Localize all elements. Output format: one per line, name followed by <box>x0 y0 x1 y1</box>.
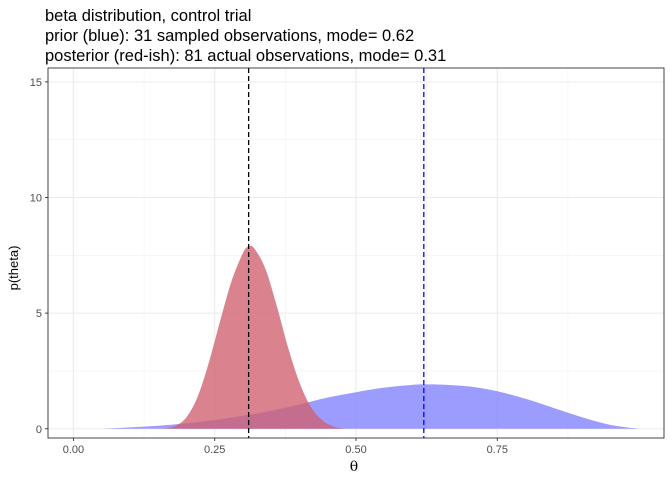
y-tick-label: 0 <box>36 424 42 436</box>
y-tick-label: 15 <box>30 77 42 89</box>
x-tick-label: 0.50 <box>345 444 366 456</box>
y-axis-title: p(theta) <box>6 246 21 291</box>
x-axis-title: θ <box>350 459 358 475</box>
title-line-3: posterior (red-ish): 81 actual observati… <box>45 47 446 65</box>
chart-title: beta distribution, control trial prior (… <box>45 7 446 65</box>
title-line-2: prior (blue): 31 sampled observations, m… <box>45 27 414 45</box>
y-tick-label: 10 <box>30 193 42 205</box>
y-tick-label: 5 <box>36 308 42 320</box>
axes: 0.00 0.25 0.50 0.75 0 5 10 15 <box>30 67 665 456</box>
x-tick-label: 0.00 <box>63 444 84 456</box>
x-tick-label: 0.75 <box>487 444 508 456</box>
title-line-1: beta distribution, control trial <box>45 7 251 25</box>
x-tick-label: 0.25 <box>204 444 225 456</box>
posterior-density-area <box>163 245 345 429</box>
plot-area <box>48 68 664 438</box>
